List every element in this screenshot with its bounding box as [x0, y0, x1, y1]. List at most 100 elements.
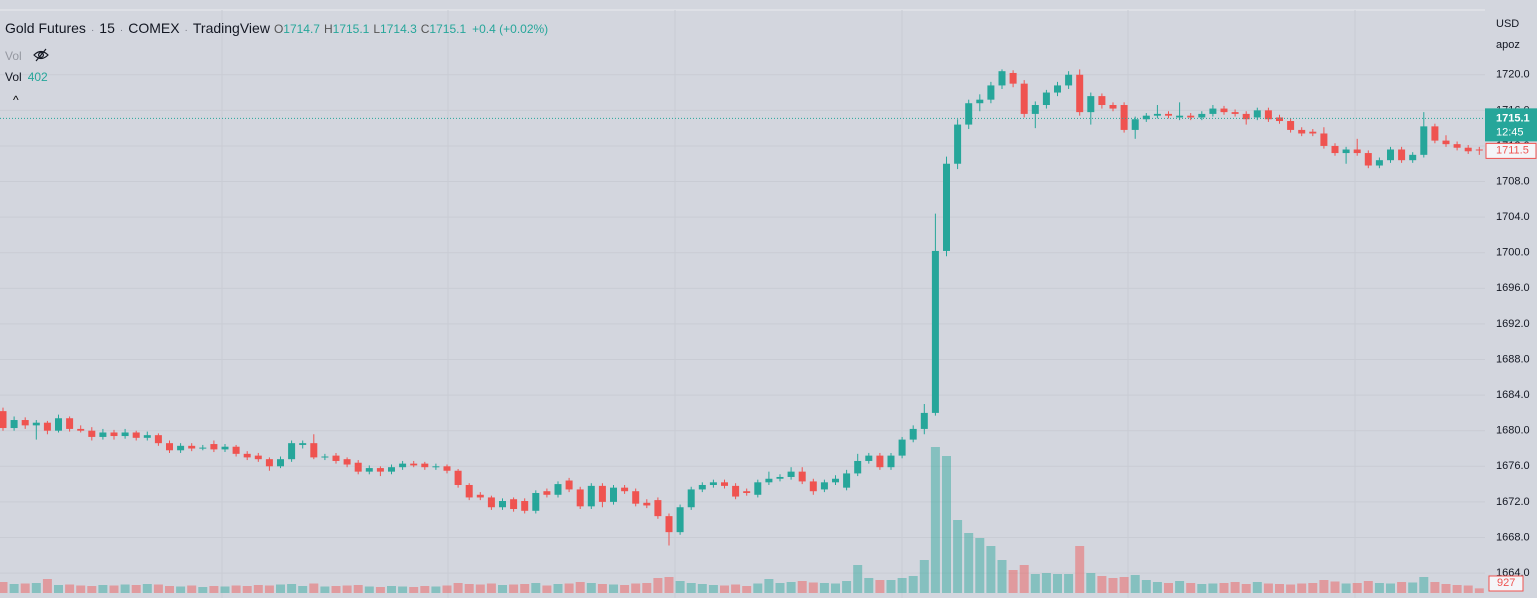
candle-body: [1187, 115, 1195, 118]
symbol-legend[interactable]: Gold Futures · 15 · COMEX · TradingView O17…: [5, 20, 548, 36]
symbol-name[interactable]: Gold Futures: [5, 20, 86, 36]
candle-body: [1209, 108, 1217, 114]
volume-bar: [942, 456, 951, 593]
candle-body: [132, 432, 140, 438]
last-price-tag: [1485, 108, 1537, 142]
candle-body: [1098, 96, 1106, 106]
volume-bar: [1230, 582, 1240, 593]
volume-bar: [464, 584, 474, 593]
y-tick-label: 1720.0: [1496, 69, 1530, 81]
candle-body: [1031, 105, 1039, 114]
candle-body: [1120, 105, 1128, 130]
volume-bar: [953, 520, 963, 593]
volume-bar: [120, 584, 130, 593]
volume-bar: [198, 587, 208, 593]
volume-bar: [309, 583, 319, 593]
ohlc-key: O: [273, 22, 284, 36]
volume-bar: [720, 585, 729, 593]
ohlc-values: O1714.7 H1715.1 L1714.3 C1715.1: [270, 20, 466, 36]
source: TradingView: [192, 20, 270, 36]
volume-bar: [1319, 580, 1329, 593]
volume-bar: [1175, 581, 1185, 593]
volume-bar: [875, 580, 885, 593]
volume-bar: [1363, 581, 1373, 593]
candle-body: [1475, 149, 1483, 151]
candle-body: [532, 492, 540, 511]
volume-bar: [1441, 584, 1451, 593]
volume-bar: [1097, 576, 1107, 593]
candle-body: [154, 435, 162, 444]
volume-bar: [287, 584, 297, 593]
candle-body: [88, 430, 96, 437]
volume-bar: [76, 585, 86, 593]
volume-bar: [620, 585, 630, 593]
volume-bar: [542, 585, 552, 593]
candle-body: [199, 447, 207, 449]
volume-bar: [1152, 582, 1162, 593]
volume-bar: [187, 585, 197, 593]
volume-bar: [653, 578, 663, 593]
y-tick-label: 1708.0: [1496, 175, 1530, 187]
y-tick-label: 1688.0: [1496, 353, 1530, 365]
volume-bar: [498, 585, 507, 593]
candle-body: [565, 480, 573, 490]
candle-body: [876, 455, 884, 468]
volume-bar: [1330, 581, 1340, 593]
volume-bar: [531, 583, 541, 593]
volume-bar: [209, 586, 219, 593]
volume-bar: [1386, 583, 1395, 593]
candle-body: [232, 446, 240, 454]
volume-bar: [0, 582, 8, 593]
candle-body: [443, 466, 451, 471]
candle-body: [110, 432, 118, 437]
candle-body: [887, 455, 895, 468]
candle-body: [399, 463, 407, 468]
ohlc-value: 1715.1: [429, 22, 467, 36]
volume-bar: [1075, 546, 1085, 593]
interval[interactable]: 15: [99, 20, 115, 36]
volume-bar: [597, 584, 607, 593]
volume-bar: [797, 581, 807, 593]
ohlc-value: 1714.7: [283, 22, 320, 36]
volume-bar: [664, 577, 674, 593]
volume-bar: [1208, 583, 1218, 593]
eye-off-icon[interactable]: [33, 48, 49, 62]
indicator-volume[interactable]: Vol 402: [5, 70, 48, 84]
candle-body: [543, 491, 551, 495]
candle-body: [1009, 72, 1017, 84]
candle-body: [754, 482, 762, 495]
candle-body: [1165, 113, 1172, 116]
volume-bar: [1119, 577, 1129, 593]
indicator-hidden[interactable]: Vol: [5, 46, 49, 63]
volume-bar: [153, 584, 163, 593]
candle-body: [943, 163, 950, 251]
candle-body: [510, 499, 518, 510]
volume-bar: [1430, 582, 1440, 593]
volume-bar: [409, 587, 419, 593]
ohlc-key: H: [323, 22, 333, 36]
candle-body: [188, 445, 196, 449]
volume-bar: [919, 560, 929, 593]
candle-body: [1387, 149, 1394, 161]
volume-bar: [109, 585, 119, 593]
candle-body: [254, 455, 262, 460]
candle-body: [310, 443, 318, 458]
candle-body: [776, 476, 784, 479]
candle-body: [743, 491, 751, 493]
candle-body: [1087, 96, 1095, 113]
volume-bar: [42, 579, 52, 593]
y-tick-label: 1696.0: [1496, 282, 1530, 294]
volume-bar: [231, 585, 241, 593]
candle-body: [854, 460, 862, 474]
currency: USD: [1496, 18, 1519, 30]
indicator-name: Vol: [5, 49, 22, 63]
collapse-button[interactable]: ^: [13, 93, 19, 107]
candle-body: [410, 463, 418, 466]
volume-bar: [453, 583, 463, 593]
volume-tag-label: 927: [1497, 577, 1515, 589]
candle-body: [77, 428, 85, 431]
candle-body: [221, 446, 229, 450]
volume-bar: [586, 583, 596, 593]
volume-bar: [387, 586, 396, 593]
candle-body: [576, 489, 584, 507]
